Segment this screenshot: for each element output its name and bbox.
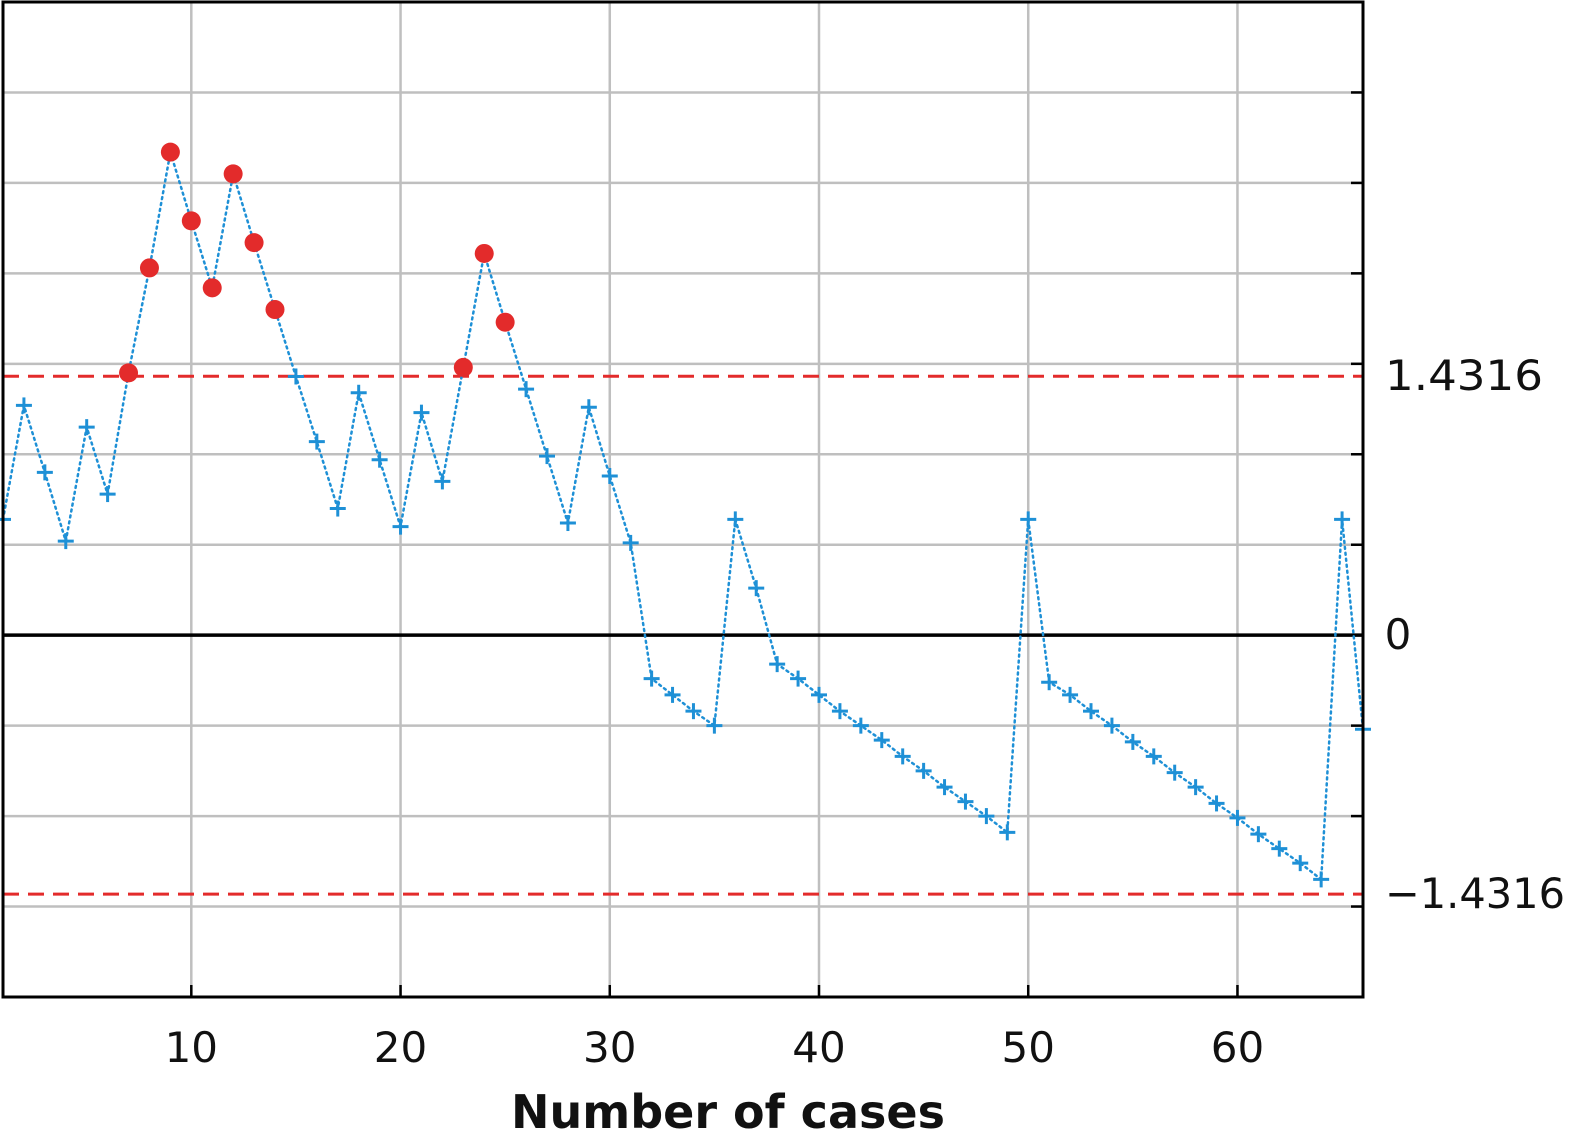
data-point [873, 732, 890, 749]
data-point [664, 686, 681, 703]
upper-control-limit-label: 1.4316 [1385, 351, 1543, 400]
data-point [811, 686, 827, 703]
y-reference-labels: 0 1.4316 −1.4316 [1385, 351, 1565, 918]
series-layer [0, 142, 1371, 888]
data-point [350, 384, 367, 401]
data-point [559, 515, 576, 532]
lower-control-limit-label: −1.4316 [1385, 869, 1565, 918]
data-point [1062, 686, 1079, 703]
out-of-control-point [495, 312, 515, 332]
data-point [727, 511, 744, 528]
data-point [1229, 809, 1246, 826]
out-of-control-point [202, 278, 222, 298]
out-of-control-point [453, 357, 473, 377]
data-point [769, 656, 786, 673]
data-point [685, 703, 702, 720]
data-point [392, 518, 409, 535]
out-of-control-point [160, 142, 180, 162]
data-point [539, 448, 555, 465]
out-of-control-point [223, 164, 243, 184]
out-of-control-point [119, 363, 139, 383]
data-point [287, 368, 304, 385]
data-point [706, 717, 723, 734]
data-point [622, 534, 639, 551]
data-point [580, 399, 597, 416]
data-point [790, 670, 807, 687]
data-point [36, 464, 53, 481]
data-point [1292, 855, 1309, 872]
data-point [1250, 826, 1267, 843]
data-point [1083, 703, 1099, 720]
grid-lines [3, 2, 1363, 997]
data-point [978, 808, 995, 825]
data-point [308, 433, 325, 450]
x-axis-label: Number of cases [511, 1085, 945, 1139]
plot-frame [1, 0, 1365, 999]
data-point [329, 500, 346, 517]
data-point [915, 762, 932, 779]
data-point [1271, 840, 1288, 857]
data-point [371, 451, 388, 468]
series-line [1, 151, 1365, 882]
data-point [957, 793, 974, 810]
data-point [413, 404, 430, 421]
out-of-control-point [181, 211, 201, 231]
x-tick-label: 20 [374, 1023, 427, 1072]
out-of-control-point [244, 233, 264, 253]
data-point [1103, 717, 1120, 734]
data-point [1145, 748, 1162, 765]
x-tick-label: 60 [1211, 1023, 1264, 1072]
data-point [1041, 674, 1058, 691]
data-point [999, 824, 1016, 841]
axis-ticks [190, 91, 1363, 997]
x-tick-label: 40 [792, 1023, 845, 1072]
x-tick-label: 30 [583, 1023, 636, 1072]
data-point [831, 703, 848, 720]
reference-lines [3, 374, 1363, 896]
zero-label: 0 [1385, 610, 1412, 659]
data-point [1124, 733, 1141, 750]
data-point [1208, 795, 1225, 812]
data-point [1187, 779, 1204, 796]
out-of-control-point [139, 258, 159, 278]
data-point [894, 748, 911, 765]
data-point [748, 580, 765, 597]
out-of-control-point [265, 300, 285, 320]
data-point [1334, 511, 1351, 528]
data-point [852, 717, 869, 734]
data-point [1313, 871, 1330, 888]
data-point [78, 419, 95, 436]
data-point [936, 779, 953, 796]
data-point [601, 467, 618, 484]
x-tick-labels: 10 20 30 40 50 60 [165, 1023, 1265, 1072]
data-point [643, 670, 660, 687]
data-point [1166, 764, 1183, 781]
data-point [1020, 511, 1037, 528]
data-point [15, 397, 32, 414]
data-point [434, 473, 451, 490]
x-tick-label: 50 [1002, 1023, 1055, 1072]
data-point [518, 381, 535, 398]
out-of-control-point [474, 243, 494, 263]
data-point [99, 486, 116, 503]
x-tick-label: 10 [165, 1023, 218, 1072]
data-point [57, 533, 74, 550]
